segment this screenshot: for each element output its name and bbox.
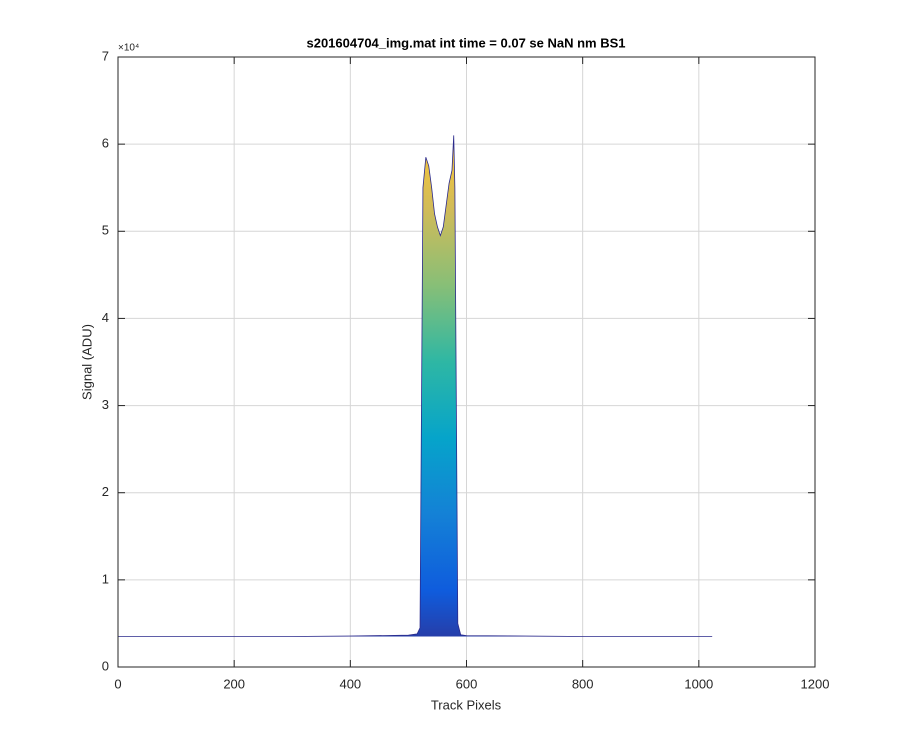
x-tick-label: 1200 (801, 676, 830, 691)
axes-box (117, 56, 816, 668)
y-tick-label: 7 (102, 48, 109, 63)
x-tick-label: 0 (114, 676, 121, 691)
y-tick-label: 3 (102, 397, 109, 412)
signal-area (118, 135, 713, 637)
y-tick-label: 0 (102, 658, 109, 673)
y-axis-label: Signal (ADU) (79, 324, 94, 400)
x-tick-label: 1000 (684, 676, 713, 691)
y-exponent: ×10⁴ (118, 43, 139, 54)
x-axis-label: Track Pixels (431, 697, 502, 712)
x-tick-label: 600 (456, 676, 478, 691)
x-tick-label: 200 (223, 676, 245, 691)
x-tick-label: 400 (339, 676, 361, 691)
chart-title: s201604704_img.mat int time = 0.07 se Na… (306, 35, 625, 50)
y-tick-label: 1 (102, 571, 109, 586)
y-tick-label: 2 (102, 484, 109, 499)
y-tick-label: 4 (102, 310, 109, 325)
y-tick-label: 6 (102, 136, 109, 151)
x-tick-label: 800 (572, 676, 594, 691)
signal-line (118, 135, 713, 637)
y-tick-label: 5 (102, 223, 109, 238)
